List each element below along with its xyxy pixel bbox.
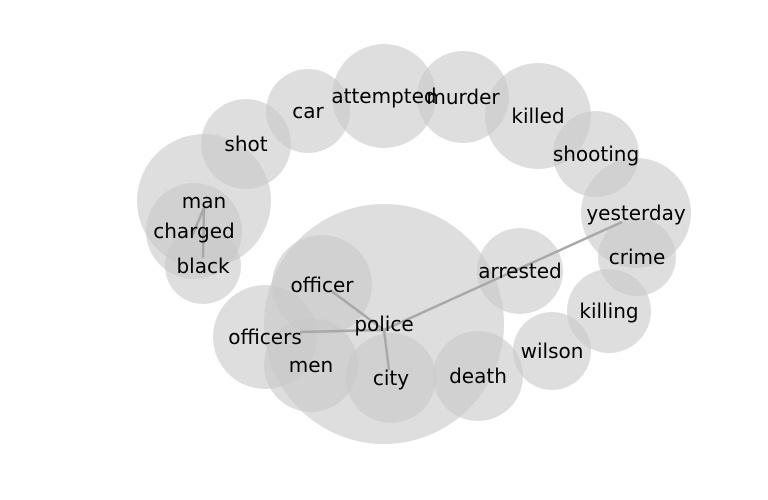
word-label-murder: murder <box>426 85 500 109</box>
word-label-yesterday: yesterday <box>586 201 686 225</box>
bubble-shooting <box>553 111 639 197</box>
word-label-shooting: shooting <box>553 142 639 166</box>
bubble-crime <box>598 218 676 296</box>
word-label-officer: officer <box>290 273 354 297</box>
word-label-car: car <box>292 99 324 123</box>
word-label-charged: charged <box>153 219 235 243</box>
edge-police-yesterday <box>383 220 623 332</box>
word-label-killed: killed <box>511 104 564 128</box>
word-label-death: death <box>449 364 507 388</box>
word-label-shot: shot <box>224 132 267 156</box>
word-label-man: man <box>182 189 226 213</box>
word-label-wilson: wilson <box>521 339 584 363</box>
edge-police-officers <box>299 328 385 334</box>
bubble-arrested <box>477 228 563 314</box>
bubble-black <box>165 228 241 304</box>
word-label-attempted: attempted <box>331 84 436 108</box>
word-label-black: black <box>176 254 230 278</box>
word-label-crime: crime <box>609 245 666 269</box>
bubble-attempted <box>332 44 436 148</box>
word-label-officers: officers <box>228 325 302 349</box>
word-label-arrested: arrested <box>478 259 561 283</box>
word-label-city: city <box>373 366 409 390</box>
bubble-car <box>266 69 350 153</box>
edge-man-black <box>201 207 206 259</box>
bubble-officer <box>272 235 372 335</box>
edge-layer <box>190 207 623 371</box>
word-label-police: police <box>354 312 413 336</box>
bubble-wilson <box>513 312 591 390</box>
bubble-murder <box>417 51 509 143</box>
edge-police-officer <box>329 288 385 332</box>
bubble-death <box>433 331 523 421</box>
bubble-city <box>346 333 436 423</box>
word-label-men: men <box>289 353 333 377</box>
edge-man-charged <box>190 207 206 237</box>
bubble-layer <box>137 44 691 444</box>
edge-police-city <box>382 329 391 371</box>
bubble-men <box>264 318 358 412</box>
word-label-killing: killing <box>579 299 638 323</box>
